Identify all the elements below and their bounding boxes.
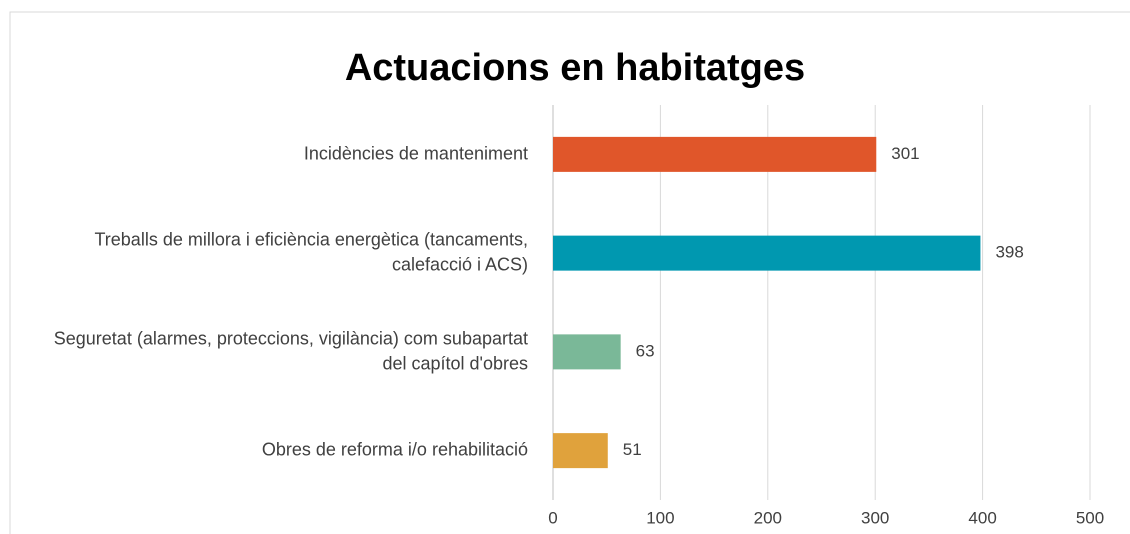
bar — [553, 334, 621, 370]
value-label: 51 — [623, 440, 642, 459]
bar — [553, 433, 608, 469]
chart-frame — [9, 11, 1130, 534]
x-tick-label: 400 — [968, 508, 996, 527]
x-tick-label: 500 — [1076, 508, 1104, 527]
y-tick-label: Treballs de millora i eficiència energèt… — [94, 229, 528, 274]
value-label: 63 — [636, 341, 655, 360]
y-tick-label: Incidències de manteniment — [304, 143, 528, 163]
y-tick-label: Obres de reforma i/o rehabilitació — [262, 439, 528, 459]
x-tick-label: 0 — [548, 508, 557, 527]
bar — [553, 136, 877, 172]
value-label: 301 — [891, 144, 919, 163]
x-tick-label: 200 — [754, 508, 782, 527]
bar — [553, 235, 981, 271]
x-tick-label: 100 — [646, 508, 674, 527]
value-label: 398 — [995, 243, 1023, 262]
x-tick-label: 300 — [861, 508, 889, 527]
chart-title: Actuacions en habitatges — [345, 47, 805, 89]
y-tick-label: Seguretat (alarmes, proteccions, vigilàn… — [54, 328, 528, 373]
